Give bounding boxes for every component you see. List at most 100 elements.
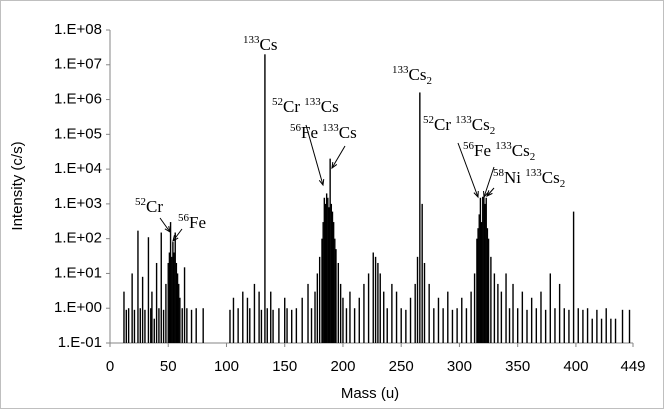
- bar: [127, 308, 130, 343]
- bar: [349, 291, 351, 343]
- bar: [577, 308, 579, 343]
- bar: [558, 283, 561, 343]
- annotation-part: 56: [290, 122, 302, 134]
- annotation-part: 2: [490, 125, 496, 137]
- x-tick-label: 200: [330, 358, 355, 375]
- bar: [328, 207, 330, 343]
- bar: [153, 318, 155, 343]
- annotation-arrowhead: [483, 190, 489, 199]
- bar: [330, 203, 333, 343]
- annotation-arrow: [305, 124, 324, 186]
- bar: [171, 256, 173, 343]
- bar: [173, 252, 175, 343]
- bar: [137, 230, 139, 343]
- x-tick-label: 449: [620, 358, 645, 375]
- bar: [549, 273, 551, 343]
- bar: [144, 309, 146, 343]
- annotation-part: Fe: [474, 141, 495, 160]
- bar: [332, 222, 335, 343]
- bar: [591, 318, 593, 343]
- annotation-arrow: [172, 228, 183, 242]
- bar: [246, 297, 249, 343]
- annotation-part: 56: [178, 212, 190, 224]
- y-tick-label: 1.E+04: [54, 160, 102, 177]
- bar: [158, 308, 160, 343]
- bar: [493, 273, 496, 343]
- bar: [324, 203, 327, 343]
- bar: [383, 291, 385, 343]
- bar: [358, 297, 360, 343]
- bar: [395, 291, 398, 343]
- bar: [486, 228, 489, 343]
- bar: [264, 54, 266, 343]
- y-tick-label: 1.E+06: [54, 91, 102, 108]
- x-tick-label: 150: [272, 358, 297, 375]
- annotation-arrowhead: [473, 190, 479, 199]
- bar: [416, 256, 419, 343]
- annotation-arrowhead: [172, 235, 179, 243]
- bar: [476, 238, 478, 343]
- bar: [582, 309, 584, 343]
- bar: [284, 297, 286, 343]
- bar: [169, 222, 172, 343]
- bar: [484, 203, 486, 343]
- bar: [183, 267, 186, 343]
- annotation-part: Cs: [409, 65, 427, 84]
- bar: [405, 309, 407, 343]
- bar: [174, 232, 176, 343]
- bar: [400, 308, 402, 343]
- annotation-part: 133: [322, 122, 339, 134]
- bar: [456, 308, 458, 343]
- bar: [621, 309, 624, 343]
- bar: [202, 308, 204, 343]
- bar: [162, 309, 165, 343]
- bar: [490, 256, 492, 343]
- bar: [437, 297, 440, 343]
- bar: [447, 291, 449, 343]
- bar: [321, 238, 323, 343]
- bar: [242, 291, 244, 343]
- annotation-part: Cs: [339, 123, 357, 142]
- bar: [465, 308, 468, 343]
- bar: [165, 283, 167, 343]
- bar: [540, 291, 542, 343]
- bar: [614, 318, 617, 343]
- y-axis-label: Intensity (c/s): [9, 141, 26, 230]
- bar: [155, 262, 158, 343]
- annotation-arrow: [457, 142, 479, 198]
- annotation-part: 58: [493, 167, 505, 179]
- bar: [181, 308, 183, 343]
- bar: [286, 308, 288, 343]
- bar: [323, 197, 326, 343]
- annotation-part: 52: [423, 114, 434, 126]
- annotation: 56Fe 133Cs: [290, 122, 357, 142]
- y-tick-label: 1.E+01: [54, 264, 102, 281]
- annotation-part: Cs: [472, 115, 490, 134]
- bar: [327, 197, 329, 343]
- y-tick-label: 1.E+08: [54, 21, 102, 38]
- bar: [253, 283, 256, 343]
- bar: [151, 291, 153, 343]
- bar: [160, 232, 162, 343]
- annotation-part: 52: [135, 196, 146, 208]
- y-tick-label: 1.E+05: [54, 125, 102, 142]
- x-tick-label: 100: [214, 358, 239, 375]
- bar: [451, 309, 454, 343]
- annotation-part: 133: [392, 64, 409, 76]
- annotation: 56Fe 133Cs2: [463, 140, 535, 163]
- bar: [260, 309, 263, 343]
- bar: [353, 308, 356, 343]
- annotation: 52Cr: [135, 196, 163, 216]
- bar: [195, 308, 197, 343]
- bar: [310, 308, 313, 343]
- annotation: 52Cr 133Cs: [272, 96, 339, 116]
- annotation-part: 2: [530, 151, 536, 163]
- bar: [123, 291, 125, 343]
- bar: [586, 308, 589, 343]
- bar: [374, 256, 377, 343]
- bar: [377, 262, 379, 343]
- bar: [179, 297, 181, 343]
- bar: [442, 308, 444, 343]
- bar: [318, 256, 321, 343]
